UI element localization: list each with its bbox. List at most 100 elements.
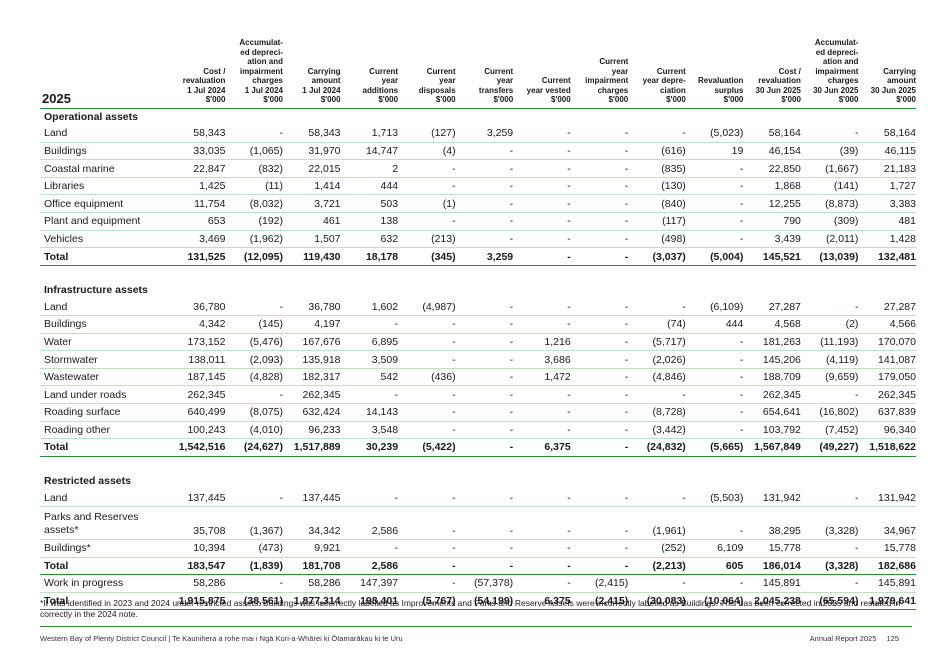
row-label: Land under roads — [40, 385, 168, 404]
table-cell: (145) — [225, 315, 283, 334]
table-cell: - — [398, 315, 456, 334]
table-cell: - — [570, 247, 629, 266]
section-spacer — [40, 456, 916, 473]
table-cell: 31,970 — [282, 142, 341, 161]
table-cell: (24,627) — [225, 438, 283, 457]
table-cell: - — [398, 574, 456, 593]
table-cell: (127) — [398, 125, 456, 143]
table-cell: (5,767) — [398, 591, 456, 611]
property-plant-equipment-table: 2025 Cost / revaluation 1 Jul 2024 $'000… — [40, 38, 916, 611]
table-cell: 3,548 — [340, 421, 399, 440]
table-cell: - — [628, 385, 686, 404]
table-cell: (835) — [628, 159, 686, 178]
table-cell: 138,011 — [167, 350, 226, 369]
table-cell: 2 — [340, 159, 399, 178]
table-cell: (2,011) — [800, 230, 859, 249]
table-cell: 503 — [340, 194, 399, 214]
table-cell: 58,343 — [167, 125, 226, 143]
row-label: Wastewater — [40, 368, 168, 387]
table-cell: 3,686 — [513, 350, 571, 369]
section-title: Operational assets — [44, 110, 138, 123]
table-cell: (4,846) — [628, 368, 686, 387]
table-cell: (4,119) — [800, 350, 859, 369]
table-cell: - — [570, 438, 629, 457]
table-cell: 1,216 — [513, 333, 571, 352]
table-cell: - — [513, 194, 571, 214]
row-label: Parks and Reserves assets* — [40, 506, 168, 540]
row-label: Stormwater — [40, 350, 168, 369]
table-cell: 632,424 — [282, 403, 341, 422]
table-row: Buildings 33,035 (1,065) 31,970 14,747 (4) - - -… — [40, 142, 916, 161]
column-header: Revaluation surplus $'000 — [698, 76, 744, 104]
table-cell: 14,143 — [340, 403, 399, 422]
table-cell: 1,472 — [513, 368, 571, 387]
row-label: Land — [40, 125, 168, 143]
table-cell: - — [398, 489, 456, 507]
table-cell: - — [628, 574, 686, 593]
table-cell: 131,942 — [858, 489, 916, 507]
footnote: *It was identified in 2023 and 2024 unde… — [40, 598, 901, 619]
spacer-cell — [40, 456, 916, 473]
table-cell: (16,802) — [800, 403, 859, 422]
table-cell: 19 — [685, 142, 744, 161]
table-cell: - — [340, 385, 399, 404]
table-cell: 36,780 — [282, 298, 341, 317]
table-cell: - — [685, 194, 744, 214]
table-cell: 1,542,516 — [167, 438, 226, 457]
table-cell: (2,415) — [570, 574, 629, 593]
table-cell: 132,481 — [858, 247, 916, 266]
table-cell: - — [455, 350, 514, 369]
table-cell: - — [225, 385, 283, 404]
table-cell: 131,942 — [743, 489, 801, 507]
table-cell: - — [455, 230, 514, 249]
section-header-infrastructure: Infrastructure assets — [40, 282, 916, 299]
table-cell: - — [685, 333, 744, 352]
table-cell: 46,115 — [858, 142, 916, 161]
table-cell: 4,197 — [282, 315, 341, 334]
table-cell: (117) — [628, 212, 686, 231]
table-cell: (252) — [628, 539, 686, 558]
table-cell: (141) — [800, 177, 859, 196]
table-cell: - — [340, 539, 399, 558]
table-cell: - — [570, 159, 629, 178]
table-cell: 181,263 — [743, 333, 801, 352]
table-cell: 145,521 — [743, 247, 801, 266]
table-cell: 4,568 — [743, 315, 801, 334]
table-cell: - — [628, 298, 686, 317]
table-row: Coastal marine 22,847 (832) 22,015 2- - - - (835… — [40, 159, 916, 178]
table-cell: - — [570, 333, 629, 352]
column-header: Current year impairment charges $'000 — [585, 57, 629, 104]
table-cell: - — [398, 177, 456, 196]
table-cell: - — [455, 159, 514, 178]
column-header: Carrying amount 30 Jun 2025 $'000 — [870, 66, 916, 105]
table-cell: 167,676 — [282, 333, 341, 352]
table-row: Parks and Reserves assets* 35,708 (1,367) 3… — [40, 506, 916, 540]
total-label: Total — [40, 556, 168, 576]
row-label: Roading surface — [40, 403, 168, 422]
column-header: Cost / revaluation 1 Jul 2024 $'000 — [182, 66, 226, 105]
row-label: Land — [40, 489, 168, 507]
table-cell: 131,525 — [167, 247, 226, 266]
table-cell: 3,383 — [858, 194, 916, 214]
table-cell: 262,345 — [743, 385, 801, 404]
table-cell: - — [685, 230, 744, 249]
table-cell: 1,877,314 — [282, 591, 341, 611]
table-cell: - — [570, 506, 629, 540]
table-cell: 183,547 — [167, 556, 226, 576]
table-cell: 173,152 — [167, 333, 226, 352]
table-cell: 1,518,622 — [858, 438, 916, 457]
table-cell: (5,023) — [685, 125, 744, 143]
table-cell: - — [570, 142, 629, 161]
table-cell: 22,850 — [743, 159, 801, 178]
table-cell: 138 — [340, 212, 399, 231]
row-label: Libraries — [40, 177, 168, 196]
table-cell: (2,415) — [570, 591, 629, 611]
table-cell: (1,065) — [225, 142, 283, 161]
table-cell: 1,868 — [743, 177, 801, 196]
table-cell: - — [225, 125, 283, 143]
asset-table-container: 2025 Cost / revaluation 1 Jul 2024 $'000… — [40, 38, 916, 611]
table-cell: 58,343 — [282, 125, 341, 143]
table-cell: (1,667) — [800, 159, 859, 178]
column-header: Current year vested $'000 — [526, 76, 571, 104]
table-cell: (345) — [398, 247, 456, 266]
